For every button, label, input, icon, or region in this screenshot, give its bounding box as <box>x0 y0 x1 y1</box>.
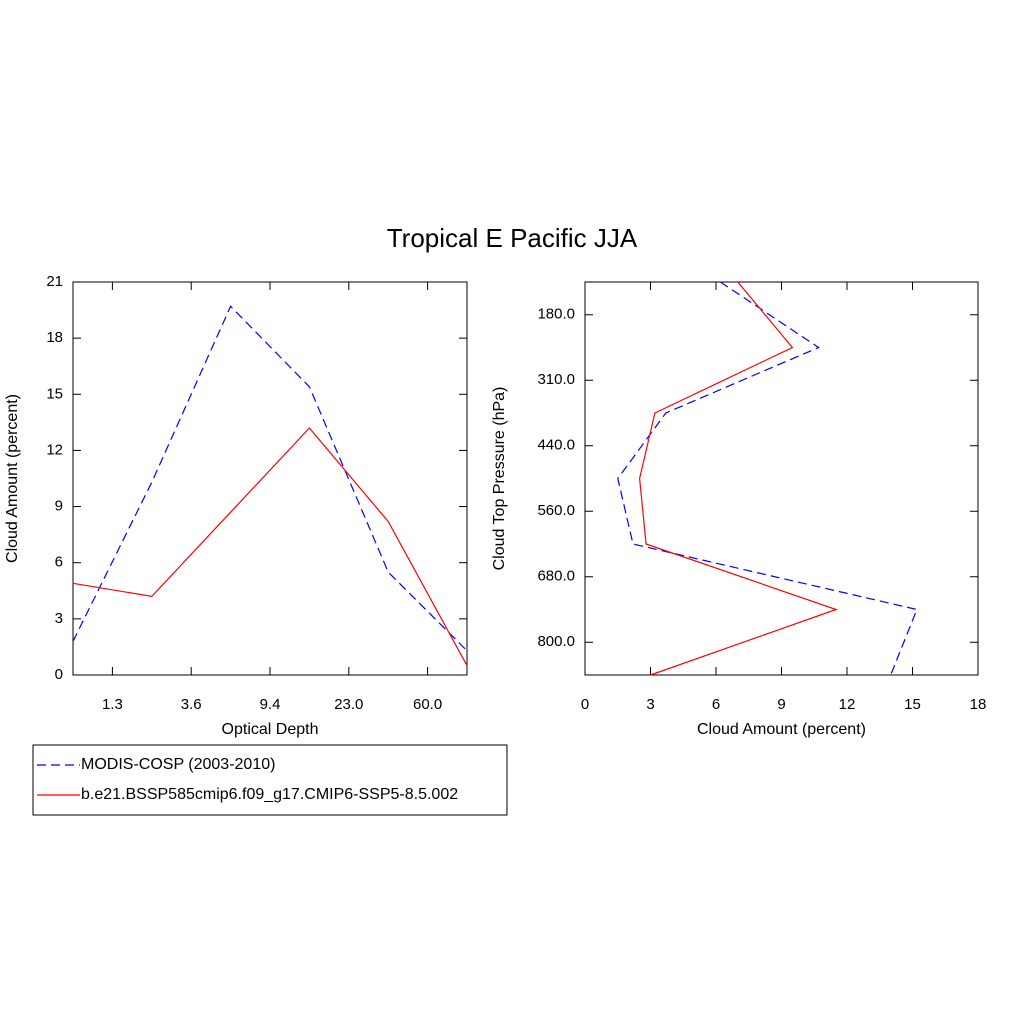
y-tick-label: 0 <box>55 666 63 683</box>
x-tick-label: 23.0 <box>334 696 363 713</box>
y-tick-label: 9 <box>55 498 63 515</box>
y-tick-label: 21 <box>46 273 63 290</box>
x-tick-label: 60.0 <box>413 696 442 713</box>
series-line <box>617 281 918 676</box>
x-tick-label: 9.4 <box>260 696 281 713</box>
y-tick-label: 180.0 <box>537 306 575 323</box>
x-tick-label: 0 <box>581 696 589 713</box>
x-tick-label: 6 <box>712 696 720 713</box>
x-tick-label: 1.3 <box>102 696 123 713</box>
series-line <box>72 427 468 666</box>
y-tick-label: 560.0 <box>537 502 575 519</box>
y-tick-label: 3 <box>55 610 63 627</box>
x-axis-label: Optical Depth <box>222 721 319 738</box>
x-tick-label: 3.6 <box>181 696 202 713</box>
y-tick-label: 6 <box>55 554 63 571</box>
x-tick-label: 18 <box>970 696 987 713</box>
series-line <box>638 281 838 676</box>
figure-title: Tropical E Pacific JJA <box>387 223 638 253</box>
y-tick-label: 310.0 <box>537 371 575 388</box>
y-tick-label: 800.0 <box>537 633 575 650</box>
y-axis-label: Cloud Top Pressure (hPa) <box>491 387 508 571</box>
legend-box <box>32 744 508 816</box>
x-axis-label: Cloud Amount (percent) <box>697 721 866 738</box>
legend-label: MODIS-COSP (2003-2010) <box>81 756 275 773</box>
x-tick-label: 15 <box>904 696 921 713</box>
x-tick-label: 9 <box>777 696 785 713</box>
plot-frame <box>584 281 979 676</box>
y-tick-label: 440.0 <box>537 437 575 454</box>
x-tick-label: 3 <box>646 696 654 713</box>
y-tick-label: 15 <box>46 385 63 402</box>
y-axis-label: Cloud Amount (percent) <box>4 394 21 563</box>
series-line <box>72 305 468 652</box>
plot-frame <box>72 281 468 676</box>
y-tick-label: 18 <box>46 329 63 346</box>
legend-label: b.e21.BSSP585cmip6.f09_g17.CMIP6-SSP5-8.… <box>81 786 458 803</box>
y-tick-label: 12 <box>46 441 63 458</box>
y-tick-label: 680.0 <box>537 568 575 585</box>
x-tick-label: 12 <box>839 696 856 713</box>
